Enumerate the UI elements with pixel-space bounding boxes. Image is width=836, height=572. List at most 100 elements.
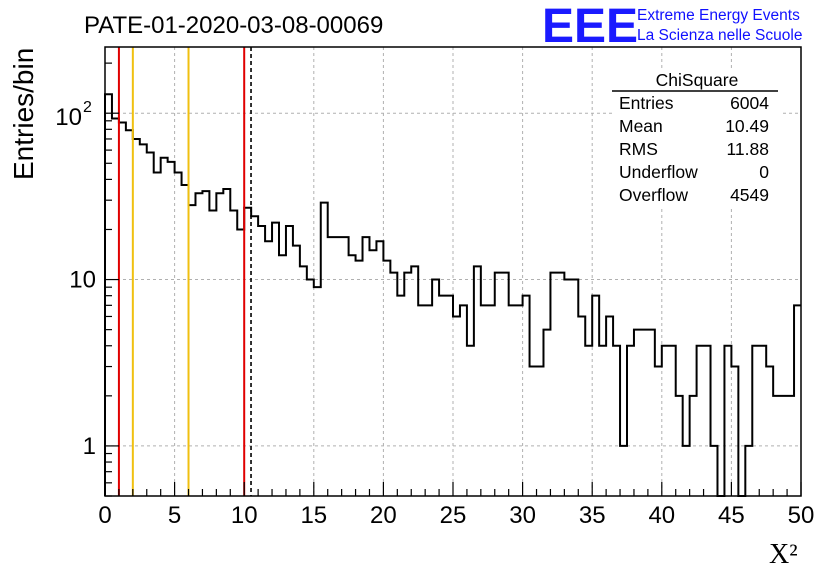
histogram-bin [230, 211, 237, 496]
stats-row-label: Mean [619, 116, 663, 136]
histogram-bin [369, 250, 376, 496]
histogram-bin [202, 191, 209, 496]
histogram-bin [307, 280, 314, 496]
stats-row-value: 0 [759, 162, 769, 182]
y-tick-label: 10 [55, 104, 82, 131]
stats-row-label: Entries [619, 93, 674, 113]
histogram-bin [154, 173, 161, 496]
histogram-bin [571, 280, 578, 496]
histogram-bin [279, 255, 286, 496]
histogram-bin [425, 305, 432, 496]
histogram-bin [766, 367, 773, 496]
histogram-bin [592, 296, 599, 496]
histogram-bin [244, 208, 251, 496]
histogram-bin [446, 296, 453, 496]
histogram-bin [147, 153, 154, 496]
stats-row-value: 10.49 [725, 116, 769, 136]
histogram-bin [474, 266, 481, 496]
histogram-bin [606, 316, 613, 496]
histogram-bin [356, 261, 363, 496]
histogram-bin [550, 273, 557, 496]
histogram-bin [460, 305, 467, 496]
histogram-bin [349, 255, 356, 496]
histogram-bin [794, 305, 801, 496]
stats-row-label: Underflow [619, 162, 698, 182]
histogram-bin [286, 226, 293, 496]
histogram-bin [265, 241, 272, 496]
histogram-bin [620, 446, 627, 496]
histogram-bin [502, 273, 509, 496]
stats-row-value: 4549 [730, 185, 769, 205]
histogram-bin [641, 330, 648, 496]
histogram-bin [752, 346, 759, 496]
histogram-bin [189, 205, 196, 496]
histogram-bin [126, 130, 133, 496]
histogram-bin [585, 346, 592, 496]
histogram-bin [439, 296, 446, 496]
histogram-bin [342, 237, 349, 496]
x-tick-label: 25 [440, 502, 467, 529]
histogram-bin [383, 261, 390, 496]
y-tick-label: 10 [69, 267, 96, 294]
histogram-bin [140, 144, 147, 496]
histogram-bin [773, 396, 780, 496]
stats-rows: Entries 6004 Mean 10.49 RMS 11.88 Underflow 0 Ov… [619, 93, 769, 205]
x-tick-label: 45 [718, 502, 745, 529]
histogram-bin [182, 185, 189, 496]
histogram-bin [293, 246, 300, 496]
histogram-bin [683, 446, 690, 496]
histogram-bin [467, 346, 474, 496]
y-tick-label: 1 [83, 433, 96, 460]
histogram-bin [390, 273, 397, 496]
eee-logo: EEE Extreme Energy Events La Scienza nel… [542, 0, 802, 53]
histogram [104, 93, 801, 497]
x-tick-label: 5 [168, 502, 181, 529]
histogram-bin [314, 287, 321, 496]
histogram-bin [195, 193, 202, 496]
histogram-bin [530, 367, 537, 496]
histogram-bin [432, 280, 439, 496]
histogram-bin [690, 396, 697, 496]
x-axis-label: X² [769, 539, 798, 570]
histogram-bin [335, 237, 342, 496]
histogram-bin [662, 346, 669, 496]
histogram-bin [745, 446, 752, 496]
histogram-bin [175, 173, 182, 496]
x-tick-label: 0 [98, 502, 111, 529]
histogram-bin [328, 237, 335, 496]
x-tick-label: 20 [370, 502, 397, 529]
histogram-bin [780, 396, 787, 496]
x-tick-label: 40 [648, 502, 675, 529]
stats-row-value: 6004 [730, 93, 769, 113]
histogram-bin [523, 296, 530, 496]
histogram-bin [759, 346, 766, 496]
y-tick-label-exponent: 2 [83, 99, 92, 116]
stats-row-value: 11.88 [727, 139, 770, 159]
histogram-bin [119, 122, 126, 496]
histogram-bin [655, 367, 662, 496]
x-tick-label: 15 [300, 502, 327, 529]
x-tick-labels: 0 5 10 15 20 25 30 35 40 45 50 [98, 502, 814, 529]
y-axis-label: Entries/bin [8, 48, 39, 180]
histogram-bin [676, 396, 683, 496]
histogram-outline [104, 93, 801, 497]
histogram-bin [133, 139, 140, 496]
histogram-bin [272, 223, 279, 496]
x-tick-label: 50 [788, 502, 815, 529]
axes [104, 46, 802, 497]
histogram-bin [161, 158, 168, 496]
chart-title: PATE-01-2020-03-08-00069 [84, 12, 383, 39]
histogram-bin [481, 305, 488, 496]
histogram-bin [634, 330, 641, 496]
histogram-bin [404, 273, 411, 496]
histogram-bin [300, 266, 307, 496]
histogram-bin [363, 237, 370, 496]
histogram-bin [697, 346, 704, 496]
histogram-bin [537, 367, 544, 496]
histogram-bin [411, 266, 418, 496]
histogram-bin [724, 346, 731, 496]
histogram-bin [112, 118, 119, 496]
x-tick-label: 30 [509, 502, 536, 529]
stats-box-title: ChiSquare [656, 70, 739, 90]
